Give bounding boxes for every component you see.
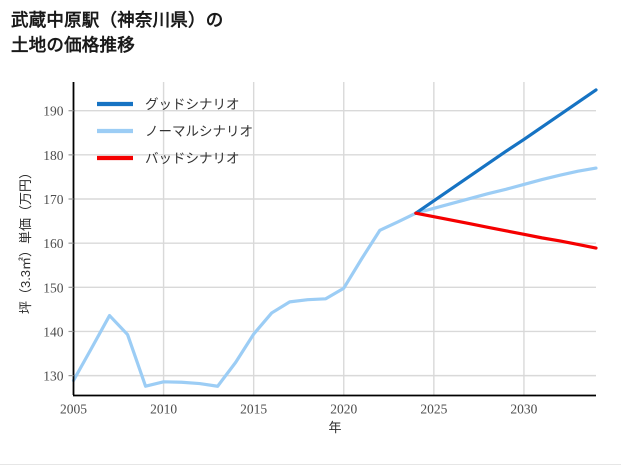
x-axis-title: 年 — [328, 420, 341, 435]
series-layer — [71, 88, 598, 388]
y-tick-label: 170 — [43, 192, 64, 207]
y-tick-label: 190 — [43, 104, 64, 119]
y-tick-label: 160 — [43, 236, 64, 251]
legend-label: ノーマルシナリオ — [145, 124, 253, 139]
x-tick-label: 2015 — [240, 402, 267, 417]
x-tick-label: 2025 — [420, 402, 447, 417]
gridlines — [73, 82, 596, 396]
y-axis-title: 坪（3.3㎡）単価（万円） — [18, 166, 33, 314]
x-tick-label: 2020 — [330, 402, 357, 417]
axis-titles: 年 坪（3.3㎡）単価（万円） — [18, 166, 342, 435]
axis-tick-labels: 130 140 150 160 170 180 190 2005 2010 2015 2020 202… — [43, 104, 537, 417]
page-title: 武蔵中原駅（神奈川県）の 土地の価格推移 — [11, 10, 224, 56]
y-tick-label: 150 — [43, 280, 64, 295]
series-line-2 — [414, 211, 598, 250]
y-tick-label: 140 — [43, 324, 64, 339]
x-tick-label: 2005 — [60, 402, 87, 417]
series-line-1 — [71, 166, 598, 388]
legend-label: グッドシナリオ — [145, 97, 240, 112]
x-tick-label: 2030 — [510, 402, 537, 417]
y-tick-label: 180 — [43, 148, 64, 163]
legend-label: バッドシナリオ — [145, 151, 240, 166]
axes-lines — [72, 82, 596, 397]
y-tick-label: 130 — [43, 369, 64, 384]
series-line-0 — [414, 88, 598, 215]
x-tick-label: 2010 — [150, 402, 177, 417]
